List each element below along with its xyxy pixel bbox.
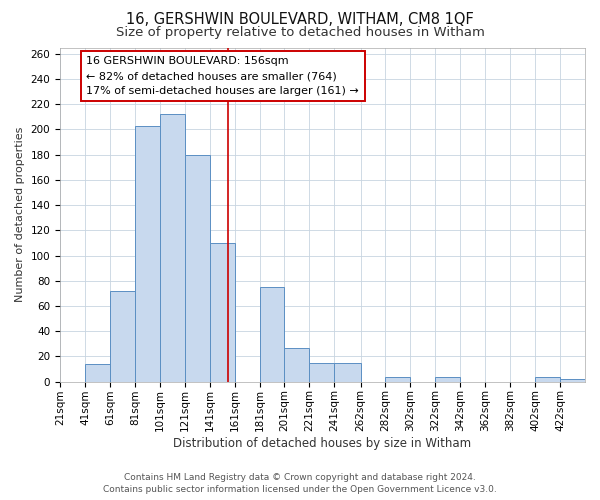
Bar: [260, 287, 284, 382]
Bar: [110, 291, 135, 382]
Text: 16 GERSHWIN BOULEVARD: 156sqm
← 82% of detached houses are smaller (764)
17% of : 16 GERSHWIN BOULEVARD: 156sqm ← 82% of d…: [86, 56, 359, 96]
Bar: [385, 376, 410, 382]
Bar: [209, 243, 235, 382]
Bar: [85, 364, 110, 382]
Bar: [535, 376, 560, 382]
Bar: [310, 363, 334, 382]
Bar: [160, 114, 185, 382]
Text: 16, GERSHWIN BOULEVARD, WITHAM, CM8 1QF: 16, GERSHWIN BOULEVARD, WITHAM, CM8 1QF: [126, 12, 474, 26]
Bar: [560, 379, 585, 382]
Text: Size of property relative to detached houses in Witham: Size of property relative to detached ho…: [116, 26, 484, 39]
Bar: [436, 376, 460, 382]
Bar: [284, 348, 310, 382]
Bar: [135, 126, 160, 382]
X-axis label: Distribution of detached houses by size in Witham: Distribution of detached houses by size …: [173, 437, 472, 450]
Bar: [334, 363, 361, 382]
Y-axis label: Number of detached properties: Number of detached properties: [15, 127, 25, 302]
Bar: [185, 154, 209, 382]
Text: Contains HM Land Registry data © Crown copyright and database right 2024.
Contai: Contains HM Land Registry data © Crown c…: [103, 472, 497, 494]
